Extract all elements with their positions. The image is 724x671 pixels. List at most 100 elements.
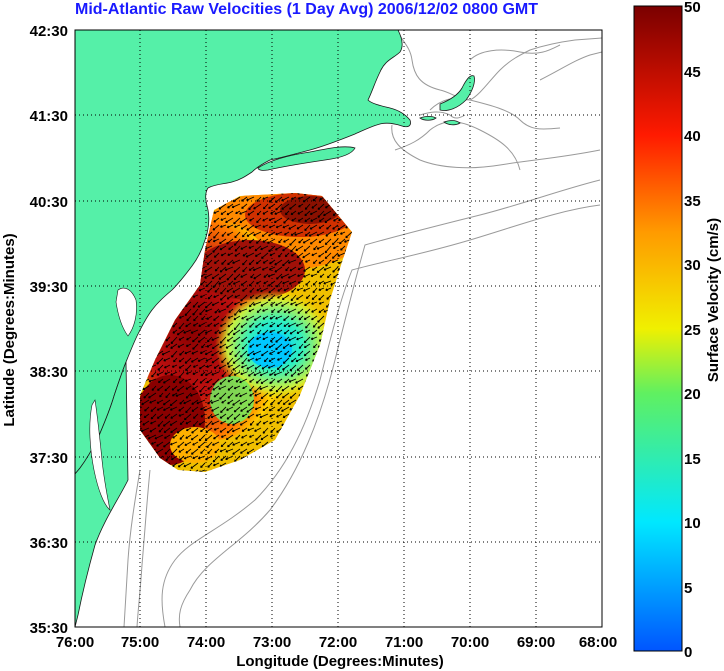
velocity-arrow: [325, 259, 332, 267]
velocity-arrow: [278, 238, 283, 244]
velocity-arrow: [233, 238, 241, 246]
velocity-arrow: [226, 336, 234, 342]
velocity-arrow: [148, 392, 157, 399]
velocity-arrow: [151, 385, 157, 391]
velocity-arrow: [163, 357, 171, 362]
velocity-arrow: [304, 224, 311, 232]
velocity-arrow: [171, 392, 178, 397]
velocity-arrow: [255, 441, 262, 446]
velocity-arrow: [263, 343, 269, 349]
velocity-arrow: [261, 231, 269, 237]
velocity-arrow: [227, 259, 234, 266]
velocity-arrow: [263, 357, 269, 363]
velocity-arrow: [247, 413, 255, 419]
velocity-arrow: [226, 301, 234, 308]
velocity-arrow: [185, 392, 192, 399]
velocity-arrow: [284, 231, 290, 236]
velocity-arrow: [218, 329, 227, 334]
velocity-arrow: [271, 308, 276, 314]
velocity-arrow: [261, 322, 269, 327]
velocity-arrow: [200, 413, 206, 418]
velocity-arrow: [151, 441, 157, 445]
velocity-arrow: [246, 364, 255, 370]
velocity-arrow: [296, 224, 304, 230]
y-tick-label: 41:30: [30, 108, 68, 125]
velocity-arrow: [234, 343, 241, 350]
velocity-arrow: [206, 441, 213, 448]
velocity-arrow: [324, 238, 332, 246]
velocity-arrow: [323, 210, 332, 217]
velocity-arrow: [198, 434, 206, 442]
velocity-arrow: [283, 308, 290, 313]
velocity-arrow: [295, 322, 304, 327]
velocity-arrow: [162, 399, 171, 406]
velocity-arrow: [253, 315, 262, 321]
velocity-arrow: [207, 448, 213, 454]
velocity-arrow: [204, 245, 213, 250]
velocity-arrow: [254, 392, 262, 397]
velocity-arrow: [241, 427, 248, 432]
velocity-arrow: [247, 427, 255, 432]
x-tick-label: 70:00: [451, 634, 489, 651]
velocity-arrow: [185, 434, 192, 439]
velocity-arrow: [200, 427, 206, 433]
velocity-arrow: [242, 385, 248, 390]
velocity-arrow: [221, 371, 227, 378]
velocity-arrow: [332, 245, 339, 250]
velocity-arrow: [219, 392, 227, 400]
velocity-arrow: [269, 434, 276, 438]
velocity-arrow: [256, 287, 262, 292]
velocity-arrow: [233, 315, 241, 321]
velocity-arrow: [331, 238, 339, 246]
velocity-arrow: [201, 343, 206, 349]
velocity-arrow: [241, 364, 248, 369]
velocity-arrow: [220, 252, 227, 257]
velocity-arrow: [289, 238, 297, 246]
velocity-arrow: [249, 378, 255, 383]
velocity-arrow: [313, 245, 318, 251]
velocity-arrow: [312, 196, 318, 202]
y-tick-label: 38:30: [30, 364, 68, 381]
velocity-arrow: [219, 245, 227, 251]
velocity-arrow: [176, 329, 185, 336]
velocity-arrow: [337, 224, 346, 231]
velocity-arrow: [225, 434, 234, 441]
velocity-arrow: [298, 203, 304, 208]
velocity-arrow: [283, 322, 290, 327]
velocity-arrow: [260, 378, 269, 384]
velocity-arrow: [171, 364, 178, 368]
velocity-arrow: [263, 273, 269, 278]
velocity-arrow: [231, 203, 241, 209]
velocity-arrow: [178, 315, 185, 319]
velocity-arrow: [227, 392, 234, 399]
velocity-arrow: [275, 203, 283, 211]
velocity-arrow: [268, 196, 276, 203]
velocity-arrow: [254, 252, 262, 257]
velocity-arrow: [304, 210, 311, 217]
velocity-arrow: [164, 364, 171, 369]
velocity-arrow: [255, 434, 262, 441]
velocity-arrow: [178, 364, 185, 369]
velocity-arrow: [185, 406, 192, 414]
velocity-arrow: [262, 315, 269, 320]
velocity-arrow: [233, 336, 241, 343]
velocity-arrow: [241, 413, 248, 418]
velocity-arrow: [332, 224, 339, 230]
velocity-arrow: [269, 385, 276, 392]
y-tick-label: 37:30: [30, 450, 68, 467]
velocity-arrow: [297, 308, 304, 314]
velocity-arrow: [192, 322, 199, 327]
velocity-arrow: [235, 434, 241, 440]
velocity-arrow: [211, 350, 220, 357]
velocity-arrow: [241, 231, 248, 238]
velocity-arrow: [218, 308, 227, 313]
velocity-arrow: [225, 217, 234, 223]
velocity-arrow: [220, 217, 227, 221]
velocity-arrow: [198, 364, 206, 370]
velocity-arrow: [197, 336, 206, 343]
velocity-arrow: [156, 357, 164, 365]
velocity-arrow: [164, 371, 171, 375]
velocity-arrow: [310, 336, 318, 341]
velocity-arrow: [220, 406, 227, 413]
